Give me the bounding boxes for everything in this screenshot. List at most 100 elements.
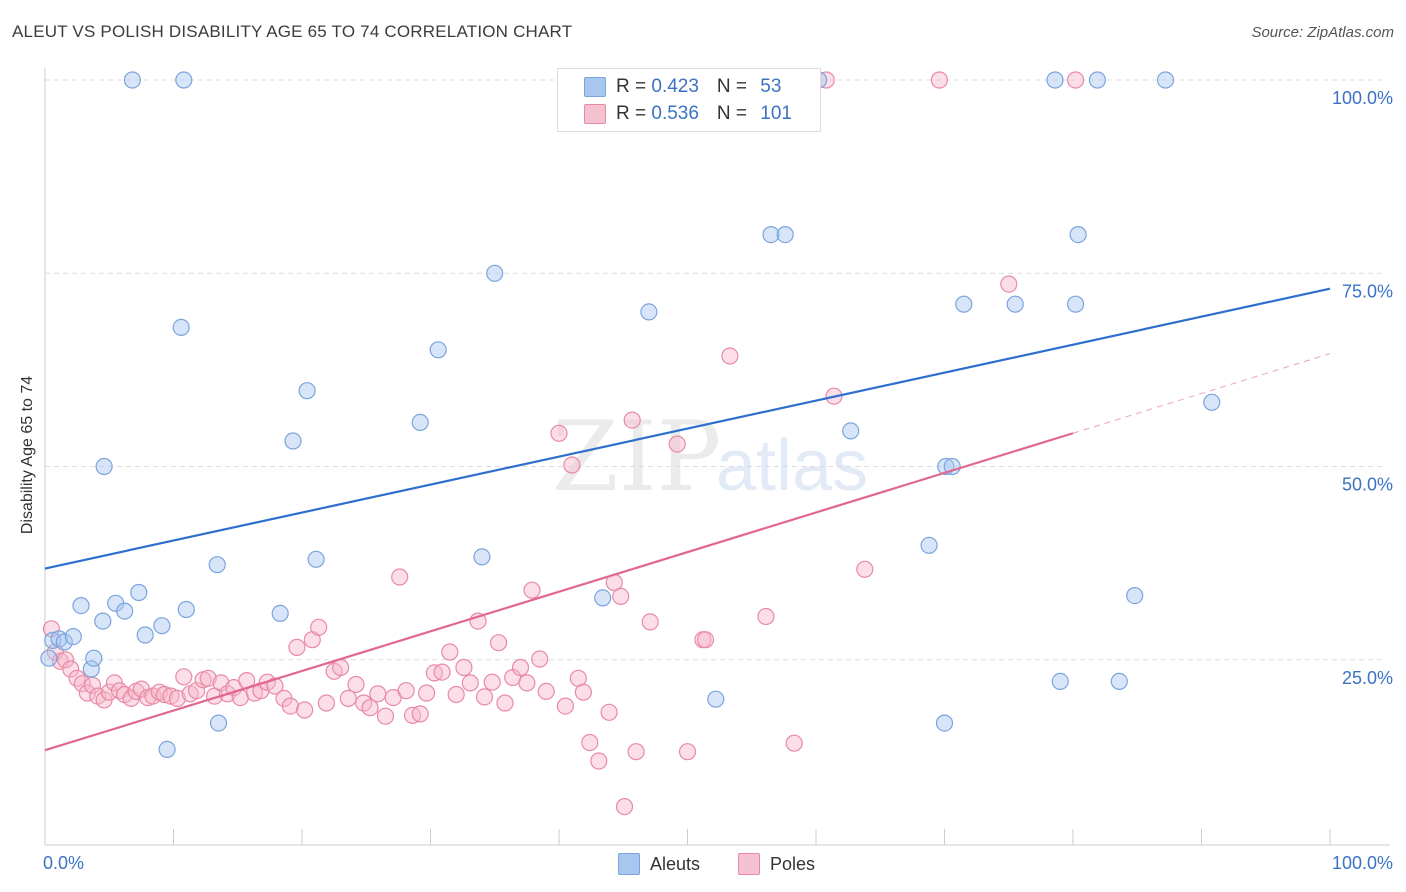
aleuts-point	[209, 714, 228, 732]
aleuts-point	[842, 422, 860, 440]
poles-point	[590, 752, 608, 770]
aleuts-point	[50, 630, 68, 648]
aleuts-point	[116, 602, 134, 620]
source-note: Source: ZipAtlas.com	[1251, 24, 1394, 41]
aleuts-point	[284, 432, 302, 450]
gridlines	[45, 79, 1385, 661]
poles-point	[188, 682, 206, 700]
watermark: ZIP atlas	[552, 401, 868, 513]
poles-point	[168, 689, 186, 708]
aleuts-point	[486, 264, 504, 282]
aleuts-point	[94, 612, 112, 630]
poles-point	[563, 456, 581, 474]
poles-point	[930, 71, 949, 89]
poles-point	[627, 743, 645, 761]
chart-title: ALEUT VS POLISH DISABILITY AGE 65 TO 74 …	[12, 22, 573, 41]
poles-point	[641, 613, 659, 631]
poles-point	[678, 743, 697, 761]
x-tick-label-min: 0.0%	[43, 853, 84, 873]
legend-row-poles: R = 0.536 N = 101	[584, 102, 792, 126]
poles-point	[339, 689, 357, 708]
aleuts-point	[82, 660, 100, 678]
aleuts-point	[298, 382, 316, 400]
poles-point	[1000, 275, 1018, 293]
poles-point	[56, 651, 75, 669]
poles-point	[296, 701, 314, 719]
bottom-legend-swatch-aleuts	[618, 853, 640, 875]
poles-point	[175, 668, 193, 686]
poles-point	[62, 660, 80, 678]
bottom-legend-aleuts: Aleuts	[618, 852, 700, 876]
poles-point	[757, 607, 775, 626]
aleuts-point	[85, 649, 103, 667]
poles-point	[461, 674, 479, 692]
poles-point	[496, 694, 514, 712]
legend-row-aleuts: R = 0.423 N = 53	[584, 75, 781, 99]
tick-labels: 25.0% 50.0% 75.0% 100.0% 0.0% 100.0%	[43, 88, 1393, 873]
poles-point	[397, 682, 415, 700]
poles-point	[162, 687, 180, 705]
aleuts-point	[40, 649, 58, 667]
poles-point	[511, 658, 530, 677]
poles-point	[668, 435, 686, 453]
aleuts-point	[707, 690, 725, 708]
y-tick-label-100: 100.0%	[1332, 88, 1393, 108]
poles-point	[581, 733, 599, 752]
aleuts-point	[1051, 672, 1069, 691]
aleuts-point	[1110, 672, 1128, 691]
poles-point	[721, 347, 739, 365]
aleuts-point	[594, 589, 612, 607]
aleuts-point	[153, 617, 171, 635]
aleuts-point	[429, 341, 447, 359]
poles-point	[369, 685, 387, 703]
poles-point	[550, 424, 568, 442]
aleuts-point	[1203, 393, 1221, 411]
aleuts-trend-line	[44, 287, 1331, 570]
bottom-legend-swatch-poles	[738, 853, 760, 875]
aleuts-point	[136, 626, 154, 644]
poles-point	[441, 643, 459, 661]
x-tick-label-max: 100.0%	[1332, 853, 1393, 873]
poles-point	[483, 673, 501, 691]
poles-point	[347, 675, 365, 694]
aleuts-point	[411, 413, 429, 431]
aleuts-point	[55, 633, 73, 651]
aleuts-point	[95, 457, 113, 476]
y-tick-label-50: 50.0%	[1342, 475, 1393, 495]
legend-swatch-aleuts	[584, 77, 606, 97]
aleuts-point	[1069, 226, 1087, 244]
poles-point	[266, 677, 284, 695]
poles-point	[376, 707, 395, 725]
aleuts-point	[64, 627, 82, 646]
legend-aleuts-r-label: R =	[616, 76, 652, 97]
trend-lines	[44, 287, 1331, 752]
poles-point	[155, 685, 174, 704]
legend-aleuts-r-value: 0.423	[651, 76, 699, 97]
poles-point	[531, 650, 549, 668]
aleuts-point	[943, 457, 961, 476]
bottom-legend-poles: Poles	[738, 852, 815, 876]
poles-point	[490, 634, 508, 652]
axes	[44, 68, 1390, 846]
poles-point	[475, 688, 494, 706]
aleuts-point	[776, 226, 794, 244]
poles-point	[856, 560, 874, 578]
legend-poles-r-value: 0.536	[651, 103, 699, 124]
aleuts-point	[762, 226, 780, 244]
legend-swatch-poles	[584, 104, 606, 124]
aleuts-point	[1156, 71, 1175, 89]
poles-point	[447, 685, 465, 704]
poles-point	[612, 587, 630, 606]
legend-aleuts-n-value: 53	[760, 76, 782, 97]
aleuts-point	[271, 604, 289, 623]
poles-point	[1066, 71, 1085, 89]
legend-poles-r-label: R =	[616, 103, 652, 124]
aleuts-point	[1006, 295, 1024, 313]
poles-point	[288, 638, 306, 657]
poles-point	[212, 674, 230, 692]
aleuts-point	[473, 548, 491, 566]
aleuts-point	[172, 318, 190, 336]
poles-point	[518, 674, 536, 692]
legend-poles-n-label: N =	[716, 103, 753, 124]
